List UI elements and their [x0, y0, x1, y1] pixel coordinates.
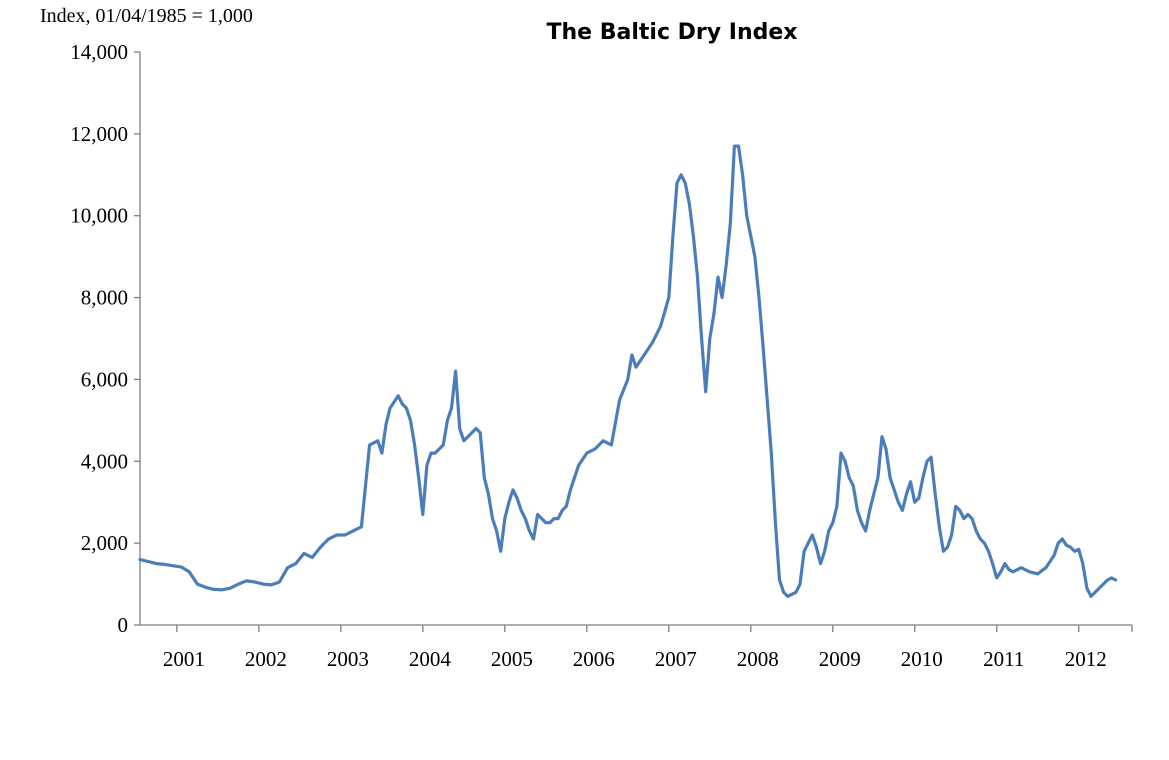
- x-tick-label: 2011: [983, 647, 1024, 671]
- series-line: [138, 144, 1118, 599]
- x-tick-label: 2009: [819, 647, 861, 671]
- axes: [134, 51, 1133, 632]
- y-tick-label: 8,000: [81, 286, 128, 310]
- y-tick-label: 14,000: [70, 40, 128, 64]
- x-tick-label: 2004: [409, 647, 452, 671]
- y-tick-label: 4,000: [81, 449, 128, 473]
- y-tick-label: 12,000: [70, 122, 128, 146]
- x-tick-label: 2002: [245, 647, 287, 671]
- x-tick-label: 2005: [491, 647, 533, 671]
- x-tick-label: 2012: [1065, 647, 1107, 671]
- x-tick-label: 2007: [655, 647, 697, 671]
- x-tick-label: 2006: [573, 647, 615, 671]
- y-tick-label: 6,000: [81, 367, 128, 391]
- y-tick-label: 2,000: [81, 531, 128, 555]
- tick-labels: 0 2,000 4,000 6,000 8,000 10,000 12,000 14,000 2…: [70, 40, 1106, 671]
- y-tick-label: 10,000: [70, 204, 128, 228]
- x-tick-label: 2003: [327, 647, 369, 671]
- plot-area: [138, 144, 1118, 599]
- x-tick-label: 2010: [901, 647, 943, 671]
- chart-title: The Baltic Dry Index: [547, 20, 798, 45]
- x-tick-label: 2001: [163, 647, 205, 671]
- y-axis-unit-label: Index, 01/04/1985 = 1,000: [40, 5, 253, 27]
- x-tick-label: 2008: [737, 647, 779, 671]
- y-tick-label: 0: [118, 613, 129, 637]
